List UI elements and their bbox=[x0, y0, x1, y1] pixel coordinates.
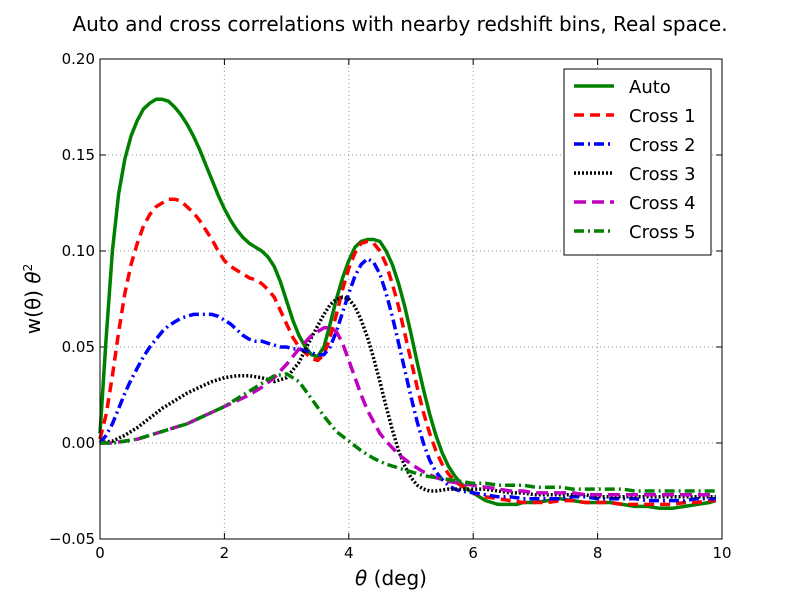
series-line-5 bbox=[100, 326, 716, 497]
x-tick-label: 0 bbox=[95, 544, 105, 562]
legend-label: Cross 4 bbox=[629, 193, 696, 214]
y-axis-label-theta: θ bbox=[21, 271, 45, 283]
series-line-3 bbox=[98, 256, 716, 503]
y-axis-label-exponent: 2 bbox=[21, 264, 35, 272]
series-line-6 bbox=[100, 372, 716, 493]
x-axis-label: θ (deg) bbox=[355, 566, 427, 590]
y-tick-label: 0.00 bbox=[62, 434, 95, 452]
chart-title: Auto and cross correlations with nearby … bbox=[72, 12, 727, 36]
y-tick-label: 0.05 bbox=[62, 338, 95, 356]
x-tick-label: 8 bbox=[593, 544, 603, 562]
y-tick-label: 0.15 bbox=[62, 146, 95, 164]
legend-label: Auto bbox=[629, 77, 671, 98]
x-tick-label: 10 bbox=[712, 544, 731, 562]
series-line-1 bbox=[98, 97, 717, 511]
x-axis-label-symbol: θ bbox=[355, 566, 367, 590]
y-tick-label: 0.10 bbox=[62, 242, 95, 260]
legend: Auto Cross 1 Cross 2 Cross 3 Cross 4 Cross 5 bbox=[563, 68, 712, 256]
legend-box bbox=[563, 68, 712, 256]
y-tick-label: 0.20 bbox=[62, 50, 95, 68]
series-line-4 bbox=[99, 295, 716, 499]
series-line-2 bbox=[98, 197, 716, 507]
y-axis-label-main: w(θ) bbox=[21, 284, 45, 335]
legend-label: Cross 2 bbox=[629, 135, 696, 156]
plot-frame bbox=[99, 58, 723, 540]
y-axis-label: w(θ) θ2 bbox=[21, 264, 45, 334]
legend-label: Cross 5 bbox=[629, 222, 696, 243]
legend-label: Cross 1 bbox=[629, 106, 696, 127]
x-axis-label-unit: (deg) bbox=[367, 566, 427, 590]
axis-ticks: 0 2 4 6 8 10 −0.05 0.00 0.05 0.10 0.15 0.20 bbox=[49, 50, 732, 562]
x-tick-label: 2 bbox=[220, 544, 230, 562]
y-tick-label: −0.05 bbox=[49, 530, 95, 548]
x-tick-label: 6 bbox=[468, 544, 478, 562]
legend-label: Cross 3 bbox=[629, 164, 696, 185]
x-tick-label: 4 bbox=[344, 544, 354, 562]
data-series bbox=[98, 97, 717, 511]
